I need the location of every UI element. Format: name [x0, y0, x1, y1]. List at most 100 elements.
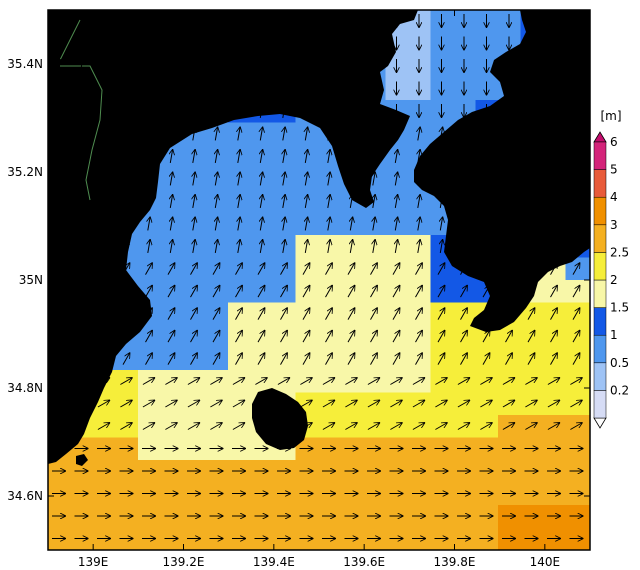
wave-direction-arrow: [215, 172, 217, 186]
wave-direction-arrow: [390, 378, 402, 385]
wave-direction-arrow: [142, 378, 155, 385]
wave-direction-arrow: [437, 352, 445, 365]
wave-direction-arrow: [193, 149, 195, 163]
wave-height-cell: [520, 415, 544, 439]
wave-direction-arrow: [440, 217, 442, 231]
wave-direction-arrow: [395, 172, 397, 186]
wave-direction-arrow: [325, 330, 333, 343]
colorbar-level-label: 1.5: [610, 301, 629, 315]
wave-direction-arrow: [55, 330, 63, 343]
wave-height-cell: [160, 235, 184, 259]
wave-direction-arrow: [460, 285, 468, 298]
wave-height-cell: [363, 257, 387, 281]
wave-direction-arrow: [527, 307, 535, 320]
wave-height-cell: [115, 392, 139, 416]
wave-direction-arrow: [435, 423, 447, 430]
wave-direction-arrow: [325, 307, 333, 320]
wave-height-cell: [183, 415, 207, 439]
wave-height-cell: [295, 347, 319, 371]
wave-direction-arrow: [418, 217, 420, 231]
wave-height-cell: [453, 460, 477, 484]
wave-height-cell: [273, 145, 297, 169]
wave-direction-arrow: [457, 378, 470, 385]
wave-direction-arrow: [325, 262, 333, 275]
latitude-tick-label: 35N: [19, 273, 43, 287]
wave-direction-arrow: [305, 194, 307, 208]
wave-direction-arrow: [210, 400, 222, 408]
wave-height-cell: [565, 527, 589, 550]
wave-height-cell: [363, 235, 387, 259]
wave-height-cell: [318, 370, 342, 394]
wave-height-cell: [430, 280, 454, 304]
wave-height-cell: [250, 505, 274, 529]
wave-direction-arrow: [100, 330, 108, 343]
wave-height-cell: [543, 437, 567, 461]
colorbar-level-label: 4: [610, 190, 618, 204]
wave-direction-arrow: [350, 104, 352, 118]
wave-direction-arrow: [122, 307, 130, 320]
wave-height-cell: [295, 460, 319, 484]
colorbar-band: [593, 169, 607, 198]
wave-direction-arrow: [80, 194, 82, 208]
wave-height-cell: [160, 482, 184, 506]
wave-direction-arrow: [415, 307, 423, 320]
wave-direction-arrow: [328, 217, 330, 231]
wave-height-cell: [93, 437, 117, 461]
wave-height-cell: [250, 122, 274, 146]
wave-height-cell: [340, 257, 364, 281]
wave-direction-arrow: [103, 149, 105, 163]
wave-height-cell: [588, 437, 590, 461]
wave-direction-arrow: [525, 423, 537, 430]
wave-direction-arrow: [575, 194, 577, 208]
colorbar-top-cap: [593, 131, 607, 143]
wave-direction-arrow: [350, 37, 352, 51]
wave-height-cell: [318, 167, 342, 191]
wave-height-cell: [430, 77, 454, 101]
wave-direction-arrow: [170, 217, 172, 231]
longitude-tick-label: 139.4E: [253, 555, 295, 569]
wave-direction-arrow: [193, 82, 195, 96]
wave-height-cell: [250, 212, 274, 236]
wave-direction-arrow: [575, 37, 577, 51]
wave-direction-arrow: [187, 423, 200, 430]
wave-direction-arrow: [437, 285, 445, 298]
wave-direction-arrow: [100, 352, 108, 365]
wave-direction-arrow: [328, 82, 330, 96]
wave-height-cell: [565, 280, 589, 304]
wave-height-cell: [408, 370, 432, 394]
terrain-line-1: [59, 19, 81, 61]
wave-direction-arrow: [350, 59, 352, 73]
wave-height-cell: [475, 392, 499, 416]
wave-direction-arrow: [215, 239, 217, 253]
wave-direction-arrow: [52, 378, 65, 385]
wave-height-cell: [543, 347, 567, 371]
latitude-tick-label: 35.4N: [7, 57, 43, 71]
wave-height-cell: [430, 55, 454, 79]
wave-direction-arrow: [300, 423, 312, 430]
wave-direction-arrow: [547, 378, 560, 385]
wave-height-cell: [385, 77, 409, 101]
wave-direction-arrow: [505, 352, 513, 365]
wave-direction-arrow: [260, 127, 262, 141]
wave-direction-arrow: [238, 37, 240, 51]
wave-height-cell: [115, 460, 139, 484]
wave-direction-arrow: [58, 127, 60, 141]
colorbar-level-label: 0.5: [610, 356, 629, 370]
longitude-tick-label: 139.6E: [343, 555, 385, 569]
wave-height-cell: [273, 370, 297, 394]
wave-height-cell: [430, 482, 454, 506]
colorbar-level-label: 2.5: [610, 245, 629, 259]
wave-height-cell: [408, 505, 432, 529]
wave-height-cell: [228, 370, 252, 394]
wave-direction-arrow: [170, 172, 172, 186]
wave-height-cell: [160, 190, 184, 214]
wave-height-cell: [250, 302, 274, 326]
wave-height-cell: [115, 527, 139, 550]
wave-direction-arrow: [502, 400, 515, 408]
wave-direction-arrow: [570, 423, 582, 430]
wave-height-cell: [363, 370, 387, 394]
wave-height-cell: [228, 437, 252, 461]
wave-height-cell: [453, 280, 477, 304]
wave-height-cell: [430, 437, 454, 461]
wave-direction-arrow: [283, 37, 285, 51]
